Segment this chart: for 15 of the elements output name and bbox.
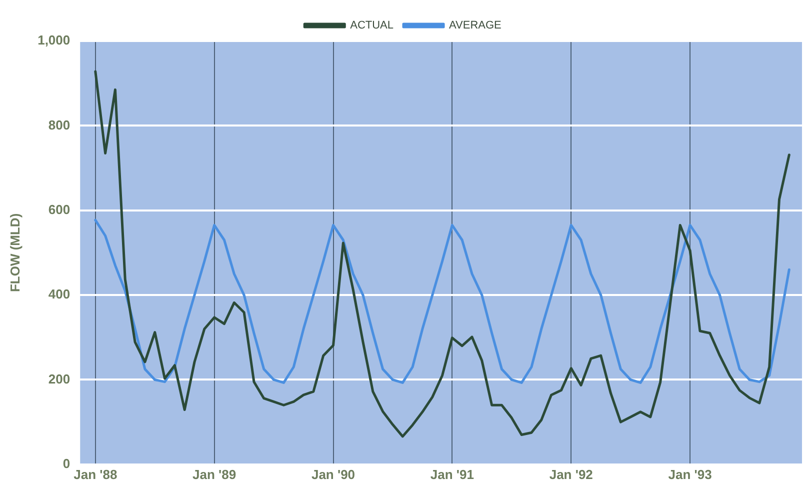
x-tick-label: Jan '90 xyxy=(311,466,356,482)
y-tick-label: 600 xyxy=(48,202,70,217)
y-axis-title: FLOW (MLD) xyxy=(7,213,22,292)
y-tick-label: 0 xyxy=(62,456,70,471)
x-tick-label: Jan '88 xyxy=(74,466,118,482)
x-tick-label: Jan '91 xyxy=(430,466,474,482)
legend-label: ACTUAL xyxy=(350,20,394,32)
x-tick-label: Jan '89 xyxy=(192,466,236,482)
x-tick-label: Jan '92 xyxy=(549,466,593,482)
y-tick-label: 1,000 xyxy=(38,32,70,48)
x-tick-label: Jan '93 xyxy=(668,466,712,482)
y-tick-label: 400 xyxy=(48,286,70,302)
y-tick-label: 800 xyxy=(48,117,70,132)
y-tick-label: 200 xyxy=(48,371,70,386)
legend-label: AVERAGE xyxy=(449,20,502,32)
